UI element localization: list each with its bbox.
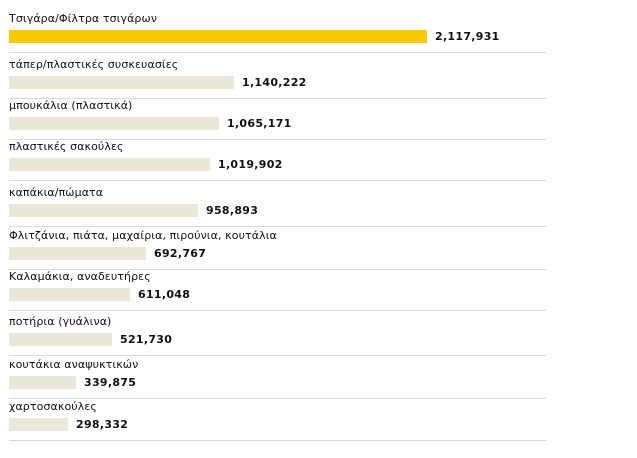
bar — [9, 247, 146, 260]
chart-row: τάπερ/πλαστικές συσκευασίες 1,140,222 — [0, 58, 637, 101]
bar — [9, 76, 234, 89]
category-label: πλαστικές σακούλες — [9, 140, 124, 153]
row-separator — [9, 310, 546, 311]
value-label: 611,048 — [138, 288, 191, 301]
category-label: κουτάκια αναψυκτικών — [9, 358, 139, 371]
chart-row: πλαστικές σακούλες 1,019,902 — [0, 140, 637, 183]
chart-row: Φλιτζάνια, πιάτα, μαχαίρια, πιρούνια, κο… — [0, 229, 637, 272]
row-separator — [9, 269, 546, 270]
category-label: Φλιτζάνια, πιάτα, μαχαίρια, πιρούνια, κο… — [9, 229, 277, 242]
row-separator — [9, 355, 546, 356]
chart-row: Τσιγάρα/Φίλτρα τσιγάρων 2,117,931 — [0, 12, 637, 55]
value-label: 521,730 — [120, 333, 173, 346]
row-separator — [9, 440, 546, 441]
category-label: καπάκια/πώματα — [9, 186, 104, 199]
value-label: 1,019,902 — [218, 158, 283, 171]
chart-row: μπουκάλια (πλαστικά) 1,065,171 — [0, 99, 637, 142]
bar-highlighted — [9, 30, 427, 43]
row-separator — [9, 180, 546, 181]
category-label: μπουκάλια (πλαστικά) — [9, 99, 133, 112]
value-label: 339,875 — [84, 376, 137, 389]
value-label: 298,332 — [76, 418, 129, 431]
category-label: χαρτοσακούλες — [9, 400, 97, 413]
chart-row: καπάκια/πώματα 958,893 — [0, 186, 637, 229]
value-label: 1,065,171 — [227, 117, 292, 130]
category-label: Τσιγάρα/Φίλτρα τσιγάρων — [9, 12, 158, 25]
value-label: 692,767 — [154, 247, 207, 260]
row-separator — [9, 226, 546, 227]
value-label: 2,117,931 — [435, 30, 500, 43]
row-separator — [9, 398, 546, 399]
category-label: Καλαμάκια, αναδευτήρες — [9, 270, 151, 283]
row-separator — [9, 139, 546, 140]
bar — [9, 204, 198, 217]
category-label: τάπερ/πλαστικές συσκευασίες — [9, 58, 179, 71]
bar — [9, 117, 219, 130]
row-separator — [9, 52, 546, 53]
value-label: 1,140,222 — [242, 76, 307, 89]
bar — [9, 418, 68, 431]
chart-row: Καλαμάκια, αναδευτήρες 611,048 — [0, 270, 637, 313]
bar — [9, 158, 210, 171]
bar — [9, 376, 76, 389]
chart-row: χαρτοσακούλες 298,332 — [0, 400, 637, 443]
bar — [9, 288, 130, 301]
chart-row: ποτήρια (γυάλινα) 521,730 — [0, 315, 637, 358]
chart-row: κουτάκια αναψυκτικών 339,875 — [0, 358, 637, 401]
category-label: ποτήρια (γυάλινα) — [9, 315, 112, 328]
value-label: 958,893 — [206, 204, 259, 217]
bar — [9, 333, 112, 346]
row-separator — [9, 98, 546, 99]
